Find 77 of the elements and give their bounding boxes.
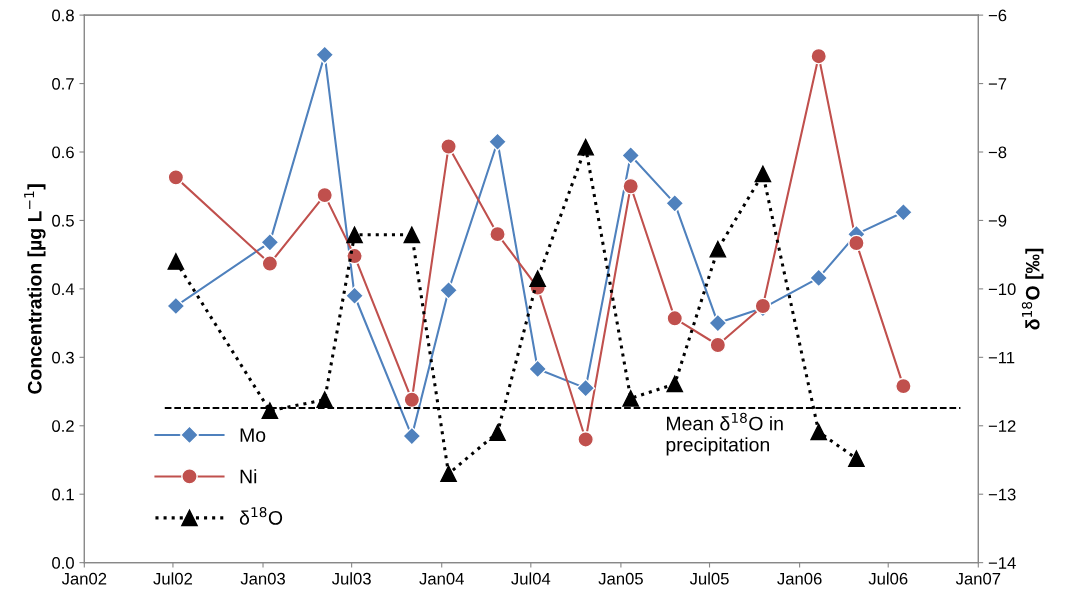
point [345, 286, 365, 306]
point [577, 431, 594, 448]
y2-tick-label: −11 [988, 351, 1015, 364]
ref-line-label: Mean δ$^{18}$O in precipitation [666, 412, 783, 456]
point [316, 186, 334, 204]
point [576, 378, 596, 398]
point [261, 255, 279, 272]
point [709, 240, 727, 258]
point [487, 132, 508, 152]
x-tick-label: Jan03 [240, 572, 285, 585]
y2-tick-label: −7 [988, 78, 1007, 90]
y2-tick-label: −12 [988, 420, 1016, 432]
x-tick-label: Jul06 [868, 572, 908, 585]
point [754, 165, 772, 183]
point [489, 424, 506, 441]
point [260, 232, 280, 252]
y2-tick-label: −14 [988, 557, 1016, 569]
point [895, 377, 912, 395]
point [439, 280, 459, 300]
legend-label: δ$^{18}$O [239, 507, 283, 525]
point [528, 359, 548, 379]
point [810, 423, 828, 441]
x-tick-label: Jul03 [331, 572, 371, 585]
x-tick-label: Jan02 [61, 572, 107, 585]
y-tick-label: 0.8 [52, 9, 74, 22]
point [848, 234, 865, 252]
point [666, 309, 684, 327]
point [665, 193, 685, 213]
point [316, 391, 334, 409]
point [622, 177, 640, 195]
point [810, 47, 828, 65]
point [403, 391, 421, 409]
point [261, 402, 279, 420]
y-tick-label: 0.2 [52, 420, 74, 432]
y-tick-label: 0.0 [52, 557, 74, 569]
point [848, 450, 865, 467]
x-tick-label: Jan05 [598, 572, 643, 585]
point [809, 268, 829, 288]
point [489, 225, 506, 243]
point [402, 426, 422, 446]
point [577, 138, 594, 156]
y-tick-label: 0.4 [52, 283, 75, 296]
point [622, 390, 640, 407]
legend-label: Mo [240, 428, 266, 442]
y-tick-label: 0.7 [52, 77, 74, 90]
y2-tick-label: −13 [988, 488, 1016, 501]
point [166, 296, 186, 316]
y-axis-title: Concentration [µg L$^{−1}$] [24, 184, 46, 394]
x-tick-label: Jan07 [955, 572, 1001, 585]
point [403, 226, 421, 244]
y2-tick-label: −8 [988, 146, 1007, 159]
point [167, 253, 185, 270]
point [708, 313, 728, 333]
point [440, 138, 457, 155]
y2-tick-label: −10 [988, 283, 1016, 296]
x-tick-label: Jul04 [511, 572, 551, 585]
y2-axis-title: δ$^{18}$O [‰] [1021, 248, 1044, 330]
x-tick-label: Jan04 [419, 572, 464, 585]
point [709, 336, 727, 354]
point [315, 45, 335, 65]
y-tick-label: 0.1 [52, 488, 74, 501]
point [346, 226, 363, 244]
point [621, 145, 641, 165]
x-tick-label: Jul05 [689, 572, 729, 585]
x-tick-label: Jan06 [777, 572, 822, 585]
y-tick-label: 0.3 [52, 351, 74, 364]
y2-tick-label: −9 [988, 214, 1007, 227]
point [666, 375, 684, 393]
y-tick-label: 0.6 [52, 146, 74, 159]
point [893, 202, 913, 222]
point [167, 168, 185, 186]
legend-label: Ni [240, 469, 257, 484]
x-tick-label: Jul02 [153, 572, 193, 585]
y-tick-label: 0.5 [52, 214, 74, 227]
point [440, 465, 457, 483]
y2-tick-label: −6 [988, 9, 1007, 22]
point [529, 270, 547, 287]
